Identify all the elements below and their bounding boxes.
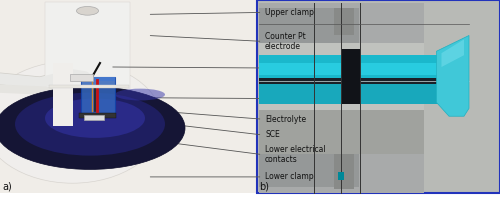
Text: Upper clamp: Upper clamp — [265, 8, 314, 17]
FancyBboxPatch shape — [259, 110, 424, 154]
FancyBboxPatch shape — [70, 74, 92, 81]
Text: b): b) — [259, 181, 269, 191]
Text: Counter Pt
electrode: Counter Pt electrode — [265, 32, 306, 51]
Ellipse shape — [45, 98, 145, 138]
FancyBboxPatch shape — [259, 43, 424, 154]
Ellipse shape — [15, 93, 165, 156]
Text: Upper electrical
contacts: Upper electrical contacts — [265, 58, 326, 78]
Text: SCE: SCE — [265, 130, 280, 139]
Ellipse shape — [0, 87, 185, 169]
Ellipse shape — [115, 89, 165, 100]
FancyBboxPatch shape — [49, 85, 129, 88]
FancyBboxPatch shape — [50, 4, 128, 138]
FancyBboxPatch shape — [81, 77, 115, 116]
FancyBboxPatch shape — [334, 8, 354, 35]
FancyBboxPatch shape — [256, 0, 500, 193]
FancyBboxPatch shape — [81, 77, 115, 81]
FancyBboxPatch shape — [79, 113, 116, 118]
Ellipse shape — [0, 61, 162, 183]
FancyBboxPatch shape — [259, 81, 469, 104]
FancyBboxPatch shape — [259, 55, 469, 79]
FancyBboxPatch shape — [340, 49, 359, 104]
Text: Working electrode: Working electrode — [265, 94, 335, 103]
Text: Lower electrical
contacts: Lower electrical contacts — [265, 145, 326, 164]
FancyBboxPatch shape — [344, 55, 412, 69]
FancyBboxPatch shape — [334, 154, 354, 189]
FancyBboxPatch shape — [259, 150, 424, 193]
FancyBboxPatch shape — [52, 63, 72, 126]
Text: Lower clamp: Lower clamp — [265, 172, 314, 181]
Polygon shape — [436, 35, 469, 116]
Circle shape — [76, 7, 98, 15]
FancyBboxPatch shape — [259, 148, 359, 187]
FancyBboxPatch shape — [338, 172, 344, 180]
FancyBboxPatch shape — [0, 0, 256, 193]
FancyBboxPatch shape — [259, 3, 424, 43]
Text: a): a) — [2, 181, 12, 191]
FancyBboxPatch shape — [84, 115, 103, 120]
FancyBboxPatch shape — [259, 8, 359, 43]
Polygon shape — [442, 39, 464, 67]
Text: Electrolyte: Electrolyte — [265, 115, 306, 124]
FancyBboxPatch shape — [259, 78, 469, 84]
FancyBboxPatch shape — [45, 2, 130, 89]
FancyBboxPatch shape — [259, 63, 469, 75]
